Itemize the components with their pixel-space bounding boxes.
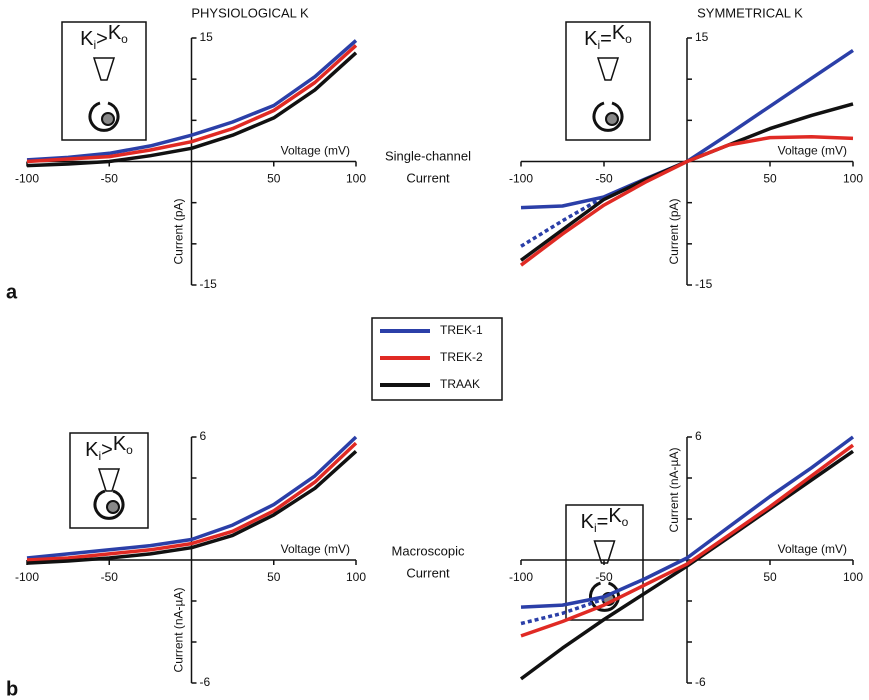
x-tick-label: 100 xyxy=(843,570,863,584)
pipette-icon xyxy=(97,468,121,492)
y-axis-label: Current (pA) xyxy=(172,198,186,264)
inset-label-part: K xyxy=(612,22,626,44)
x-tick-label: 50 xyxy=(267,570,281,584)
y-tick-label: 6 xyxy=(695,429,702,443)
inset-label-part: = xyxy=(597,511,609,533)
x-tick-label: -100 xyxy=(509,570,533,584)
legend-label: TREK-1 xyxy=(440,323,483,337)
legend-label: TRAAK xyxy=(440,377,480,391)
cell-icon xyxy=(88,101,120,132)
inset-label-part: K xyxy=(584,28,598,50)
inset-label-part: > xyxy=(101,439,113,461)
row-caption: Single-channel xyxy=(385,148,471,163)
panel-label: a xyxy=(6,281,18,303)
cell-icon xyxy=(592,101,624,132)
channel-icon xyxy=(605,112,619,126)
inset-label: Ki>Ko xyxy=(80,22,128,52)
cell-icon xyxy=(93,489,125,520)
series-line xyxy=(26,39,358,162)
y-axis-label: Current (nA-µA) xyxy=(667,448,681,533)
panel-label: b xyxy=(6,678,18,700)
x-tick-label: 50 xyxy=(763,172,777,186)
row-caption: Current xyxy=(406,565,450,580)
x-tick-label: -100 xyxy=(15,570,39,584)
x-axis-label: Voltage (mV) xyxy=(778,144,847,158)
series-line xyxy=(26,449,358,565)
y-tick-label: -6 xyxy=(200,675,211,689)
y-axis-label: Current (pA) xyxy=(667,198,681,264)
series-line xyxy=(26,441,358,562)
y-tick-label: -15 xyxy=(200,277,218,291)
x-tick-label: 100 xyxy=(843,172,863,186)
x-tick-label: -50 xyxy=(101,570,119,584)
y-tick-label: -6 xyxy=(695,675,706,689)
y-tick-label: 15 xyxy=(695,30,709,44)
x-axis-label: Voltage (mV) xyxy=(281,144,350,158)
y-tick-label: -15 xyxy=(695,277,713,291)
x-tick-label: -50 xyxy=(595,570,613,584)
inset-label: Ki>Ko xyxy=(85,433,133,463)
inset-label-part: K xyxy=(108,22,122,44)
inset-label-part: i xyxy=(594,521,597,535)
inset-label-part: = xyxy=(600,28,612,50)
series-line xyxy=(520,443,855,638)
y-tick-label: 15 xyxy=(200,30,214,44)
x-tick-label: -50 xyxy=(101,172,119,186)
pipette-icon xyxy=(596,57,620,81)
series-line xyxy=(520,195,605,248)
series-line xyxy=(26,435,358,560)
series-line xyxy=(519,449,854,681)
inset-label-part: K xyxy=(85,439,99,461)
series-line xyxy=(520,435,855,609)
series-line xyxy=(26,44,358,164)
x-tick-label: -100 xyxy=(509,172,533,186)
row-caption: Macroscopic xyxy=(392,543,465,558)
series-line xyxy=(520,597,605,626)
series-line xyxy=(26,51,358,168)
inset-label-part: o xyxy=(126,443,133,457)
x-tick-label: 100 xyxy=(346,570,366,584)
inset-label-part: i xyxy=(93,38,96,52)
x-tick-label: 100 xyxy=(346,172,366,186)
inset-label-part: i xyxy=(98,449,101,463)
inset-label-part: i xyxy=(597,38,600,52)
inset-label-part: K xyxy=(80,28,94,50)
x-tick-label: 50 xyxy=(267,172,281,186)
y-tick-label: 6 xyxy=(200,429,207,443)
inset-label-part: K xyxy=(113,433,127,455)
channel-icon xyxy=(106,500,120,514)
inset-label-part: o xyxy=(121,32,128,46)
pipette-icon xyxy=(593,540,616,564)
x-tick-label: -50 xyxy=(595,172,613,186)
row-caption: Current xyxy=(406,170,450,185)
series-line xyxy=(519,135,854,267)
x-tick-label: 50 xyxy=(763,570,777,584)
inset-label: Ki=Ko xyxy=(581,505,629,535)
y-axis-label: Current (nA-µA) xyxy=(172,588,186,673)
inset-label-part: K xyxy=(608,505,622,527)
x-tick-label: -100 xyxy=(15,172,39,186)
x-axis-label: Voltage (mV) xyxy=(281,542,350,556)
x-axis-label: Voltage (mV) xyxy=(778,542,847,556)
chart-title: SYMMETRICAL K xyxy=(697,5,803,20)
legend-label: TREK-2 xyxy=(440,350,483,364)
inset-label: Ki=Ko xyxy=(584,22,632,52)
channel-icon xyxy=(101,112,115,126)
pipette-icon xyxy=(92,57,116,81)
chart-title: PHYSIOLOGICAL K xyxy=(191,5,309,20)
inset-label-part: K xyxy=(581,511,595,533)
inset-label-part: > xyxy=(96,28,108,50)
inset-label-part: o xyxy=(622,515,629,529)
inset-label-part: o xyxy=(625,32,632,46)
